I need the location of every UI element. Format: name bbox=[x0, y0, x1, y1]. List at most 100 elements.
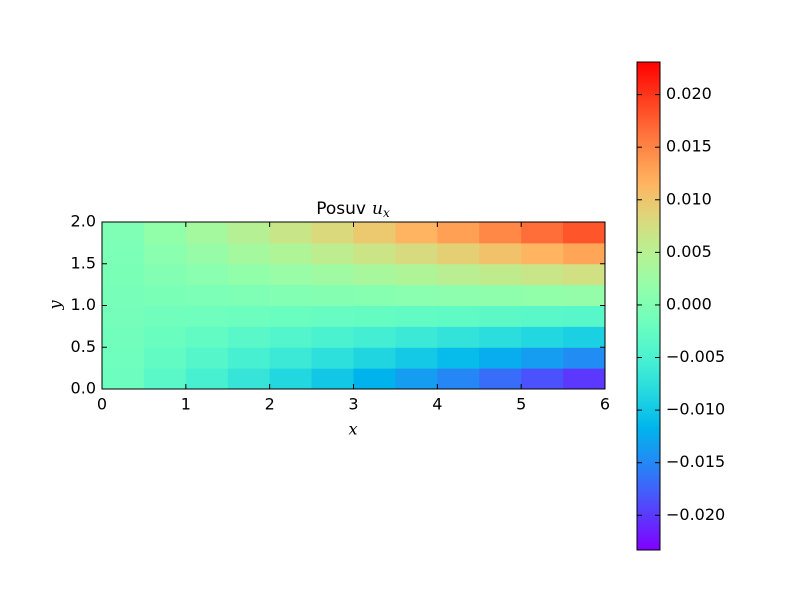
cell bbox=[102, 305, 145, 327]
x-tick-label: 6 bbox=[600, 395, 610, 414]
cell bbox=[563, 326, 606, 348]
cell bbox=[185, 326, 229, 348]
cell bbox=[227, 263, 271, 286]
cell bbox=[185, 305, 229, 327]
cell bbox=[102, 263, 145, 286]
cell bbox=[143, 242, 187, 265]
cell bbox=[143, 368, 187, 390]
cell bbox=[102, 326, 145, 348]
y-tick-label: 0.0 bbox=[71, 379, 96, 398]
cell bbox=[143, 263, 187, 286]
x-tick-label: 3 bbox=[348, 395, 358, 414]
field bbox=[102, 222, 606, 390]
cell bbox=[269, 284, 313, 306]
cell bbox=[521, 222, 564, 244]
cell bbox=[185, 368, 229, 390]
cell bbox=[311, 222, 354, 244]
cell bbox=[143, 284, 187, 306]
cell bbox=[479, 242, 522, 265]
cell bbox=[563, 368, 606, 390]
cell bbox=[563, 263, 606, 286]
cell bbox=[269, 263, 313, 286]
title-math-sub: x bbox=[383, 206, 390, 220]
cell bbox=[143, 326, 187, 348]
cell bbox=[395, 284, 438, 306]
cell bbox=[311, 284, 354, 306]
colorbar bbox=[636, 61, 661, 551]
cell bbox=[102, 242, 145, 265]
cell bbox=[395, 368, 438, 390]
cell bbox=[227, 326, 271, 348]
cell bbox=[479, 263, 522, 286]
title-text: Posuv bbox=[316, 199, 366, 219]
cell bbox=[563, 284, 606, 306]
cell bbox=[395, 263, 438, 286]
cell bbox=[269, 326, 313, 348]
cell bbox=[353, 305, 396, 327]
cell bbox=[353, 326, 396, 348]
x-tick-label: 1 bbox=[181, 395, 191, 414]
cell bbox=[227, 242, 271, 265]
title-math: u bbox=[372, 199, 383, 219]
cell bbox=[521, 347, 564, 369]
chart-title: Posuv ux bbox=[316, 199, 390, 220]
cell bbox=[311, 263, 354, 286]
cell bbox=[311, 347, 354, 369]
cell bbox=[395, 242, 438, 265]
cell bbox=[563, 222, 606, 244]
colorbar-tick-label: −0.015 bbox=[666, 452, 725, 471]
cell bbox=[479, 347, 522, 369]
cell bbox=[437, 347, 480, 369]
colorbar-tick-label: −0.010 bbox=[666, 400, 725, 419]
cell bbox=[102, 284, 145, 306]
cell bbox=[353, 263, 396, 286]
cell bbox=[102, 368, 145, 390]
x-tick-label: 5 bbox=[516, 395, 526, 414]
cell bbox=[227, 222, 271, 244]
x-axis-label: x bbox=[348, 420, 357, 439]
cell bbox=[437, 242, 480, 265]
cell bbox=[185, 222, 229, 244]
cell bbox=[437, 326, 480, 348]
x-tick-label: 4 bbox=[432, 395, 442, 414]
cell bbox=[437, 305, 480, 327]
cell bbox=[437, 263, 480, 286]
y-tick-label: 1.5 bbox=[71, 253, 96, 272]
cell bbox=[437, 284, 480, 306]
cell bbox=[185, 347, 229, 369]
x-tick-label: 2 bbox=[265, 395, 275, 414]
cell bbox=[143, 347, 187, 369]
colorbar-tick-label: 0.000 bbox=[666, 294, 712, 313]
cell bbox=[227, 368, 271, 390]
cell bbox=[353, 222, 396, 244]
colorbar-tick-label: 0.020 bbox=[666, 84, 712, 103]
cell bbox=[311, 242, 354, 265]
cell bbox=[353, 284, 396, 306]
cell bbox=[185, 284, 229, 306]
cell bbox=[521, 242, 564, 265]
cell bbox=[521, 284, 564, 306]
cell bbox=[311, 305, 354, 327]
cell bbox=[521, 326, 564, 348]
cell bbox=[395, 305, 438, 327]
cell bbox=[102, 347, 145, 369]
colorbar-tick-label: 0.005 bbox=[666, 242, 712, 261]
cell bbox=[143, 222, 187, 244]
cell bbox=[102, 222, 145, 244]
cell bbox=[479, 305, 522, 327]
cell bbox=[479, 222, 522, 244]
cell bbox=[395, 347, 438, 369]
y-axis-label: y bbox=[46, 300, 65, 311]
y-tick-label: 0.5 bbox=[71, 337, 96, 356]
cell bbox=[395, 326, 438, 348]
cell bbox=[521, 368, 564, 390]
cell bbox=[563, 242, 606, 265]
cell bbox=[185, 263, 229, 286]
cell bbox=[269, 347, 313, 369]
cell bbox=[353, 347, 396, 369]
y-tick-label: 1.0 bbox=[71, 295, 96, 314]
cell bbox=[521, 263, 564, 286]
cell bbox=[479, 368, 522, 390]
x-tick-label: 0 bbox=[97, 395, 107, 414]
